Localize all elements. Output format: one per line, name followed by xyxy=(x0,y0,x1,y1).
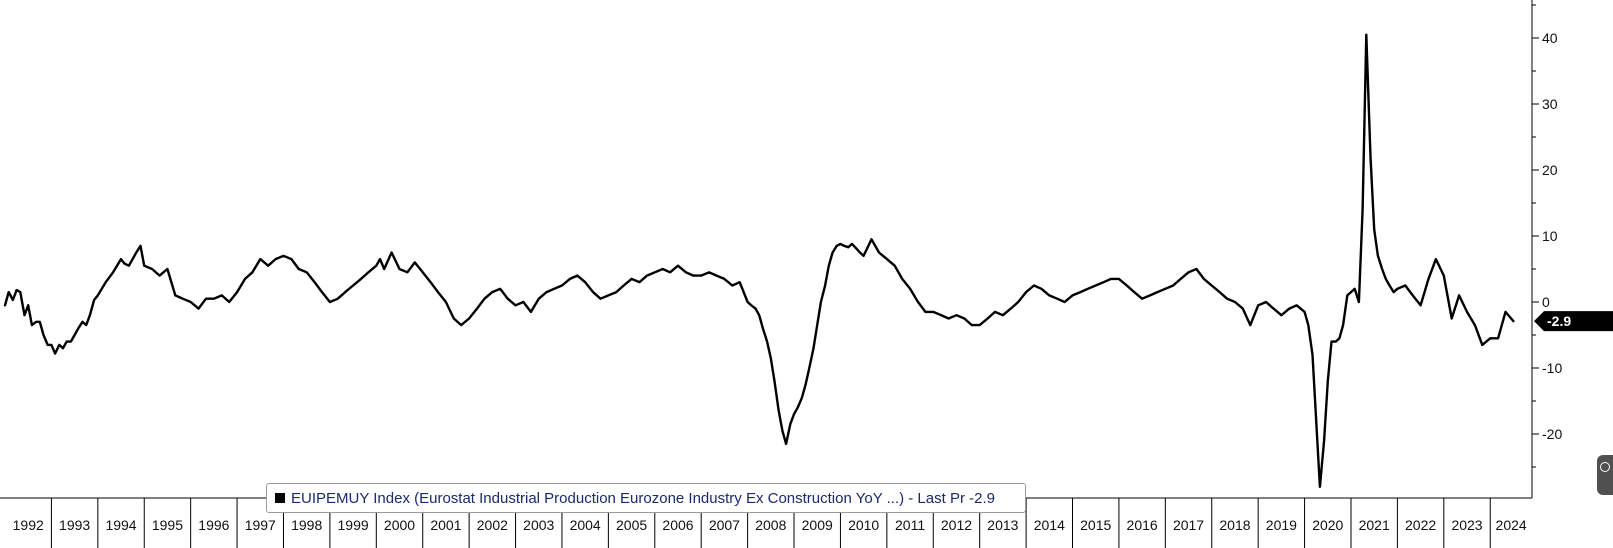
last-value-label: -2.9 xyxy=(1547,313,1571,329)
x-tick-label: 2008 xyxy=(755,517,786,533)
x-tick-label: 2020 xyxy=(1312,517,1343,533)
x-tick-label: 2006 xyxy=(662,517,693,533)
side-panel-tab[interactable] xyxy=(1597,455,1613,495)
x-tick-label: 2010 xyxy=(848,517,879,533)
x-tick-label: 2014 xyxy=(1034,517,1065,533)
x-tick-label: 2019 xyxy=(1266,517,1297,533)
x-tick-label: 1996 xyxy=(198,517,229,533)
last-value-marker: -2.9 xyxy=(1534,311,1613,332)
y-tick-label: 20 xyxy=(1542,162,1558,178)
x-tick-label: 2002 xyxy=(477,517,508,533)
x-tick-label: 2003 xyxy=(523,517,554,533)
x-tick-label: 2001 xyxy=(430,517,461,533)
legend: EUIPEMUY Index (Eurostat Industrial Prod… xyxy=(266,483,1026,513)
x-tick-label: 2016 xyxy=(1127,517,1158,533)
x-tick-label: 2024 xyxy=(1496,517,1527,533)
panel-toggle-icon xyxy=(1600,462,1610,472)
x-tick-label: 2011 xyxy=(895,517,925,533)
x-tick-label: 1992 xyxy=(13,517,44,533)
x-tick-label: 1993 xyxy=(59,517,90,533)
y-tick-label: -10 xyxy=(1542,360,1562,376)
x-tick-label: 2012 xyxy=(941,517,972,533)
x-tick-label: 2022 xyxy=(1405,517,1436,533)
x-axis: 1992 1993 1994 1995 1996 1997 1998 1999 2000 2001… xyxy=(0,497,1532,548)
y-axis: 40 30 20 10 0 -10 -20 xyxy=(1531,0,1562,498)
last-value-arrow xyxy=(1534,311,1613,332)
series-line xyxy=(3,33,1515,488)
y-tick-label: 30 xyxy=(1542,96,1558,112)
x-tick-label: 1994 xyxy=(105,517,136,533)
x-tick-label: 2021 xyxy=(1359,517,1390,533)
x-tick-label: 1997 xyxy=(245,517,276,533)
y-tick-label: 10 xyxy=(1542,228,1558,244)
x-tick-label: 2005 xyxy=(616,517,647,533)
y-tick-label: -20 xyxy=(1542,426,1562,442)
x-tick-label: 1998 xyxy=(291,517,322,533)
y-tick-label: 0 xyxy=(1542,294,1550,310)
x-tick-label: 2015 xyxy=(1080,517,1111,533)
x-tick-label: 2017 xyxy=(1173,517,1204,533)
x-tick-label: 1999 xyxy=(338,517,369,533)
x-tick-label: 2007 xyxy=(709,517,740,533)
x-tick-label: 2004 xyxy=(570,517,601,533)
y-tick-label: 40 xyxy=(1542,30,1558,46)
x-tick-label: 2013 xyxy=(987,517,1018,533)
x-tick-label: 2000 xyxy=(384,517,415,533)
legend-text: EUIPEMUY Index (Eurostat Industrial Prod… xyxy=(291,489,995,507)
x-tick-label: 1995 xyxy=(152,517,183,533)
x-tick-label: 2018 xyxy=(1219,517,1250,533)
x-tick-label: 2009 xyxy=(802,517,833,533)
x-tick-label: 2023 xyxy=(1451,517,1482,533)
legend-swatch xyxy=(275,493,285,503)
